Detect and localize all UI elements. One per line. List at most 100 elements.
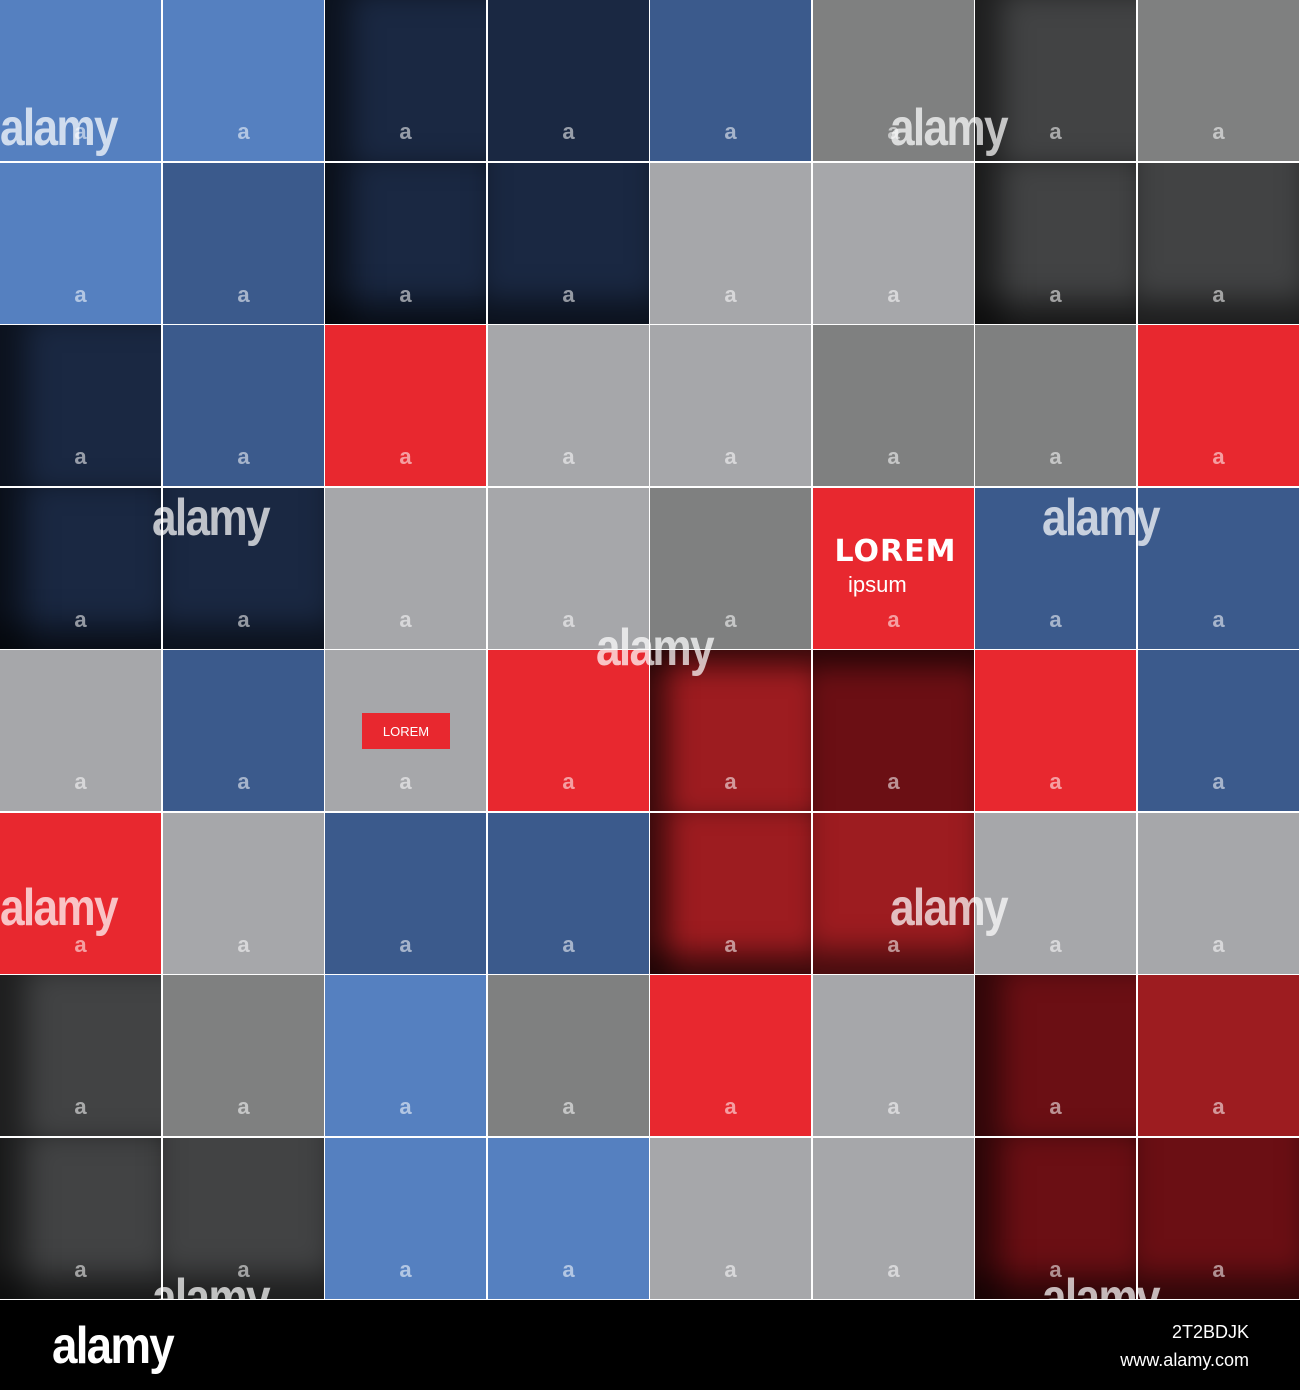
watermark-mark: a: [724, 1094, 737, 1119]
watermark-mark: a: [237, 769, 250, 794]
watermark-text: alamy: [0, 99, 119, 157]
mosaic-tile: a: [0, 975, 161, 1136]
mosaic-tile: a: [650, 488, 811, 649]
mosaic-tile: a: [0, 0, 161, 161]
mosaic-tile: a: [813, 975, 974, 1136]
watermark-mark: a: [399, 444, 412, 469]
watermark-mark: a: [887, 769, 900, 794]
watermark-mark: a: [562, 1257, 575, 1282]
watermark-mark: a: [237, 282, 250, 307]
watermark-mark: a: [237, 607, 250, 632]
mosaic-tile: a: [975, 163, 1136, 324]
watermark-mark: a: [74, 444, 87, 469]
watermark-mark: a: [399, 1094, 412, 1119]
watermark-mark: a: [1049, 932, 1062, 957]
watermark-mark: a: [1212, 1257, 1225, 1282]
watermark-mark: a: [562, 119, 575, 144]
watermark-text: alamy: [890, 879, 1009, 937]
watermark-mark: a: [1212, 1094, 1225, 1119]
mosaic-tile: a: [813, 325, 974, 486]
mosaic-tile: a: [1138, 0, 1299, 161]
tile-mosaic: a a a a a a a a a a a a a a a a a a a a a a a a a a a a a a a a a a a a a a a a…: [0, 0, 1300, 1300]
watermark-mark: a: [724, 769, 737, 794]
mosaic-tile: a: [0, 650, 161, 811]
watermark-mark: a: [1049, 607, 1062, 632]
mosaic-tile: a: [813, 813, 974, 974]
mosaic-tile: a: [1138, 325, 1299, 486]
mosaic-tile: a: [1138, 163, 1299, 324]
mosaic-tile: a: [650, 1138, 811, 1299]
mosaic-tile: a: [650, 325, 811, 486]
mosaic-tile: a: [325, 163, 486, 324]
mosaic-tile: a: [0, 163, 161, 324]
watermark-mark: a: [562, 444, 575, 469]
watermark-mark: a: [399, 119, 412, 144]
watermark-mark: a: [237, 444, 250, 469]
watermark-mark: a: [562, 282, 575, 307]
watermark-mark: a: [1049, 1094, 1062, 1119]
watermark-mark: a: [887, 119, 900, 144]
mosaic-tile: a: [325, 0, 486, 161]
footer-url: www.alamy.com: [1120, 1350, 1249, 1370]
mosaic-tile: a: [488, 488, 649, 649]
mosaic-tile: a: [650, 163, 811, 324]
mini-label-badge: LOREM: [362, 713, 450, 749]
watermark-mark: a: [399, 1257, 412, 1282]
watermark-mark: a: [724, 282, 737, 307]
mosaic-tile: a: [0, 325, 161, 486]
watermark-mark: a: [74, 119, 87, 144]
watermark-mark: a: [562, 607, 575, 632]
watermark-text: alamy: [0, 879, 119, 937]
watermark-mark: a: [399, 769, 412, 794]
watermark-mark: a: [1212, 932, 1225, 957]
watermark-mark: a: [1049, 119, 1062, 144]
watermark-text: alamy: [890, 99, 1009, 157]
watermark-mark: a: [74, 607, 87, 632]
mosaic-tile: a: [488, 1138, 649, 1299]
watermark-mark: a: [724, 607, 737, 632]
mosaic-tile: a: [488, 813, 649, 974]
watermark-mark: a: [399, 282, 412, 307]
watermark-mark: a: [1049, 769, 1062, 794]
watermark-mark: a: [399, 607, 412, 632]
watermark-mark: a: [1212, 607, 1225, 632]
watermark-mark: a: [237, 1257, 250, 1282]
mosaic-tile: a: [975, 325, 1136, 486]
watermark-mark: a: [887, 444, 900, 469]
mosaic-tile: a: [650, 975, 811, 1136]
watermark-mark: a: [399, 932, 412, 957]
mosaic-tile: a: [325, 1138, 486, 1299]
mosaic-tile: a: [650, 650, 811, 811]
watermark-mark: a: [74, 1094, 87, 1119]
watermark-mark: a: [724, 1257, 737, 1282]
mosaic-tile: a: [650, 0, 811, 161]
watermark-text: alamy: [152, 489, 271, 547]
mosaic-tile: a: [975, 1138, 1136, 1299]
mosaic-tile: a: [813, 650, 974, 811]
mosaic-tile: a: [163, 813, 324, 974]
watermark-text: alamy: [596, 619, 715, 677]
watermark-mark: a: [887, 607, 900, 632]
watermark-mark: a: [1212, 119, 1225, 144]
mosaic-tile: a: [325, 813, 486, 974]
mosaic-tile: a: [813, 163, 974, 324]
watermark-text: alamy: [1042, 489, 1161, 547]
mosaic-tile: a: [163, 163, 324, 324]
mosaic-tile: a: [488, 325, 649, 486]
mosaic-tile: a: [813, 0, 974, 161]
mosaic-tile: a: [0, 813, 161, 974]
footer-bar: alamy 2T2BDJK www.alamy.com: [0, 1300, 1300, 1390]
watermark-mark: a: [237, 119, 250, 144]
watermark-mark: a: [724, 119, 737, 144]
watermark-mark: a: [237, 932, 250, 957]
mosaic-tile: a: [975, 0, 1136, 161]
watermark-mark: a: [887, 1094, 900, 1119]
mosaic-tile: a: [975, 975, 1136, 1136]
watermark-mark: a: [724, 444, 737, 469]
mosaic-tile: a: [325, 975, 486, 1136]
mosaic-tile: a: [163, 325, 324, 486]
mosaic-tile: a: [163, 975, 324, 1136]
hero-title: LOREM: [834, 534, 957, 569]
watermark-mark: a: [1212, 282, 1225, 307]
watermark-mark: a: [1049, 1257, 1062, 1282]
